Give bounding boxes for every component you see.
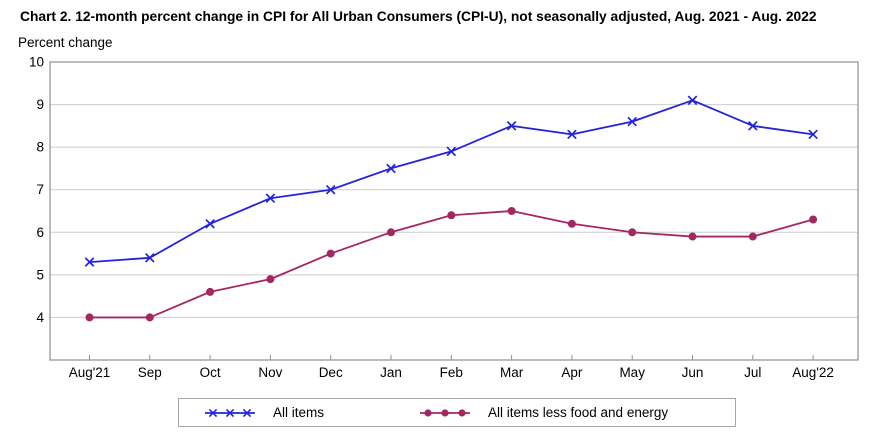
svg-text:Aug'21: Aug'21 xyxy=(69,365,111,380)
svg-text:Aug'22: Aug'22 xyxy=(792,365,834,380)
legend-label-all-items-less-food-energy: All items less food and energy xyxy=(488,405,669,420)
svg-text:Jan: Jan xyxy=(380,365,402,380)
chart-legend: All items All items less food and energy xyxy=(178,398,736,427)
svg-text:Jun: Jun xyxy=(682,365,704,380)
svg-text:4: 4 xyxy=(36,310,44,325)
svg-text:8: 8 xyxy=(36,140,44,155)
svg-text:Jul: Jul xyxy=(744,365,761,380)
svg-text:Sep: Sep xyxy=(138,365,162,380)
svg-text:Feb: Feb xyxy=(440,365,463,380)
svg-text:9: 9 xyxy=(36,97,44,112)
svg-text:5: 5 xyxy=(36,267,44,282)
svg-text:Dec: Dec xyxy=(319,365,343,380)
svg-text:7: 7 xyxy=(36,182,44,197)
svg-text:Mar: Mar xyxy=(500,365,524,380)
legend-item-all-items-less-food-energy: All items less food and energy xyxy=(419,405,668,420)
legend-label-all-items: All items xyxy=(273,405,325,420)
core-cpi-line-sample-icon xyxy=(420,408,470,417)
chart-title: Chart 2. 12-month percent change in CPI … xyxy=(20,9,817,24)
cpi-line-chart-plot: Aug'21 Sep Oct Nov Dec Jan Feb Mar Apr May Jun Jul A… xyxy=(29,55,859,380)
svg-text:Apr: Apr xyxy=(561,365,583,380)
svg-text:Nov: Nov xyxy=(258,365,282,380)
svg-text:6: 6 xyxy=(36,225,44,240)
legend-item-all-items: All items xyxy=(204,405,419,420)
svg-text:May: May xyxy=(619,365,645,380)
y-axis-unit-label: Percent change xyxy=(18,35,113,50)
svg-text:Oct: Oct xyxy=(200,365,221,380)
svg-text:10: 10 xyxy=(29,55,44,70)
all-items-line-sample-icon xyxy=(205,408,255,417)
